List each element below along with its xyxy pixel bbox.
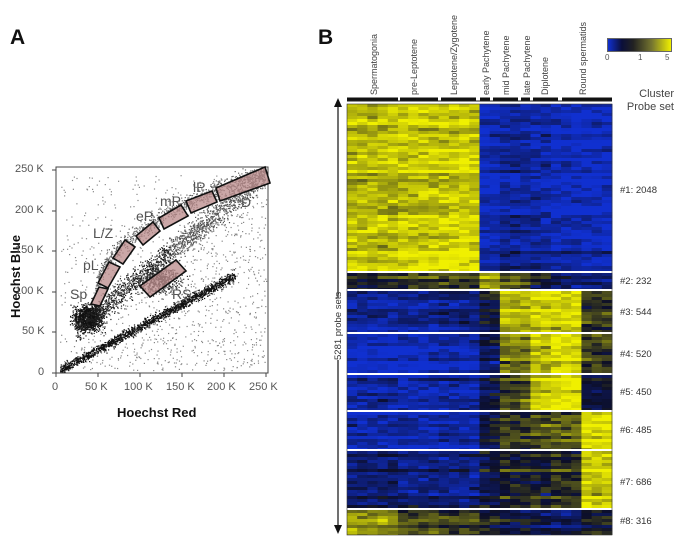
gate-label-pl: pL bbox=[83, 257, 99, 273]
gate-label-sp: Sp bbox=[70, 286, 88, 302]
y-tick-0: 0 bbox=[38, 366, 45, 378]
x-tick-250k: 250 K bbox=[249, 381, 278, 393]
panel-a-letter: A bbox=[10, 26, 26, 49]
gates bbox=[89, 165, 271, 307]
x-tick-50k: 50 K bbox=[85, 381, 108, 393]
gate-d bbox=[215, 165, 271, 203]
gate-label-lp: lP bbox=[193, 179, 206, 195]
gate-label-mp: mP bbox=[160, 193, 181, 209]
heatmap-cells bbox=[347, 104, 613, 535]
flow-cytometry-plot bbox=[52, 165, 271, 377]
gate-lz bbox=[111, 238, 137, 266]
y-tick-150k: 150 K bbox=[15, 244, 44, 256]
cluster-label-1: #1: 2048 bbox=[620, 185, 657, 196]
x-tick-150k: 150 K bbox=[166, 381, 195, 393]
gate-mp bbox=[157, 203, 190, 231]
scale-min-label: 0 bbox=[605, 53, 610, 62]
gate-label-ep: eP bbox=[136, 208, 154, 224]
scale-max-label: 5 bbox=[665, 53, 670, 62]
x-tick-marks bbox=[55, 373, 267, 377]
y-tick-50k: 50 K bbox=[22, 325, 45, 337]
cluster-label-4: #4: 520 bbox=[620, 349, 652, 360]
x-tick-100k: 100 K bbox=[124, 381, 153, 393]
gate-rs bbox=[138, 258, 188, 299]
y-tick-250k: 250 K bbox=[15, 163, 44, 175]
cluster-label-6: #6: 485 bbox=[620, 425, 652, 436]
gate-sp bbox=[89, 286, 110, 307]
cluster-label-7: #7: 686 bbox=[620, 477, 652, 488]
gate-pl bbox=[96, 260, 122, 290]
gate-lp bbox=[184, 189, 219, 215]
x-tick-0: 0 bbox=[52, 381, 59, 393]
y-tick-marks bbox=[52, 169, 56, 374]
gate-ep bbox=[134, 220, 162, 247]
y-tick-100k: 100 K bbox=[15, 285, 44, 297]
cluster-header-line2: Probe set bbox=[626, 101, 674, 113]
x-axis-title: Hoechst Red bbox=[117, 405, 197, 420]
gate-label-lz: L/Z bbox=[93, 225, 114, 241]
color-scale-bar bbox=[607, 38, 672, 52]
cluster-label-3: #3: 544 bbox=[620, 307, 652, 318]
plot-frame bbox=[55, 166, 269, 374]
cluster-label-8: #8: 316 bbox=[620, 516, 652, 527]
cluster-label-5: #5: 450 bbox=[620, 387, 652, 398]
panel-b-letter: B bbox=[318, 26, 334, 49]
x-tick-200k: 200 K bbox=[207, 381, 236, 393]
probe-set-label-bg bbox=[332, 298, 344, 360]
stage-brackets bbox=[347, 97, 612, 102]
gate-label-d: D bbox=[241, 194, 252, 210]
cluster-separators bbox=[346, 103, 613, 536]
cluster-label-2: #2: 232 bbox=[620, 276, 652, 287]
scale-mid-label: 1 bbox=[638, 53, 643, 62]
cluster-header: Cluster Probe set bbox=[612, 88, 674, 114]
gate-label-rs: RS bbox=[172, 286, 192, 302]
cluster-header-line1: Cluster bbox=[639, 88, 674, 100]
y-tick-200k: 200 K bbox=[15, 204, 44, 216]
